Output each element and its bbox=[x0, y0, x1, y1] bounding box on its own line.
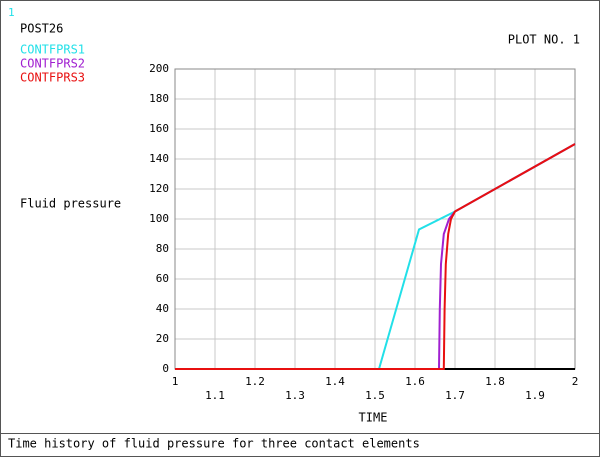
series-line bbox=[175, 143, 576, 370]
y-tick-label: 120 bbox=[149, 182, 169, 195]
y-tick-label: 0 bbox=[162, 362, 169, 375]
legend-entry: CONTFPRS1 bbox=[20, 43, 85, 57]
caption: Time history of fluid pressure for three… bbox=[8, 437, 420, 451]
y-tick-label: 180 bbox=[149, 92, 169, 105]
x-tick-label: 1.1 bbox=[205, 389, 225, 402]
x-tick-label: 1.2 bbox=[245, 375, 265, 388]
x-tick-label: 1.9 bbox=[525, 389, 545, 402]
x-tick-label: 1.8 bbox=[485, 375, 505, 388]
x-tick-label: 1.3 bbox=[285, 389, 305, 402]
x-tick-label: 1.7 bbox=[445, 389, 465, 402]
y-tick-label: 40 bbox=[156, 302, 169, 315]
legend-entry: CONTFPRS3 bbox=[20, 71, 85, 85]
y-tick-label: 140 bbox=[149, 152, 169, 165]
window-number: 1 bbox=[8, 6, 15, 19]
legend-entry: CONTFPRS2 bbox=[20, 57, 85, 71]
x-tick-label: 2 bbox=[572, 375, 579, 388]
plot-label: PLOT NO. 1 bbox=[508, 33, 580, 47]
y-tick-label: 80 bbox=[156, 242, 169, 255]
y-tick-label: 200 bbox=[149, 62, 169, 75]
y-axis-label: Fluid pressure bbox=[20, 197, 121, 211]
header: POST26 bbox=[20, 22, 63, 36]
y-tick-label: 100 bbox=[149, 212, 169, 225]
x-axis-label: TIME bbox=[359, 411, 388, 425]
x-tick-label: 1.5 bbox=[365, 389, 385, 402]
x-tick-label: 1 bbox=[172, 375, 179, 388]
x-tick-label: 1.4 bbox=[325, 375, 345, 388]
y-tick-label: 20 bbox=[156, 332, 169, 345]
x-tick-label: 1.6 bbox=[405, 375, 425, 388]
y-tick-label: 160 bbox=[149, 122, 169, 135]
y-tick-label: 60 bbox=[156, 272, 169, 285]
